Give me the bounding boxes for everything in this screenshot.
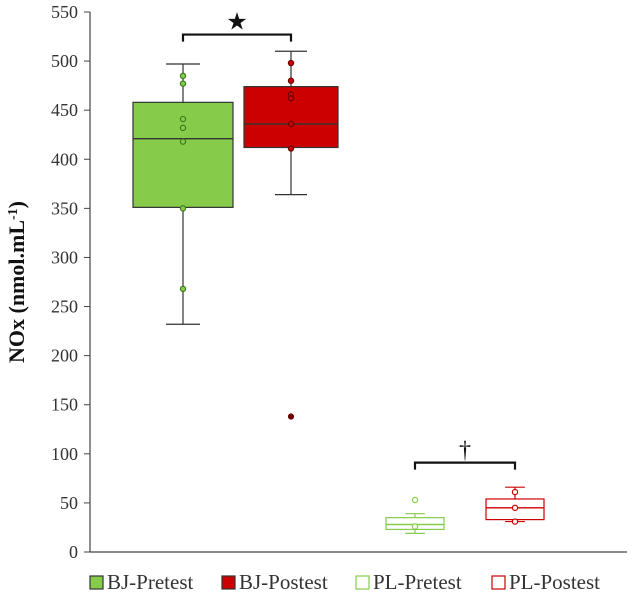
legend: BJ-Pretest BJ-Postest PL-Pretest PL-Postest — [89, 570, 600, 594]
bracket-line — [181, 33, 293, 42]
box-pl-pretest — [385, 496, 445, 534]
data-point — [511, 488, 519, 496]
significance-annotations: ★† — [181, 10, 517, 470]
data-point — [179, 115, 187, 123]
legend-item-bj-postest: BJ-Postest — [221, 570, 328, 594]
significance-symbol: † — [459, 438, 471, 464]
y-axis-label-superscript: -1 — [6, 208, 21, 220]
y-tick-label: 450 — [51, 100, 78, 120]
box-pl-postest — [485, 486, 545, 525]
data-point — [179, 285, 187, 293]
y-axis-label-close: ) — [4, 201, 29, 208]
data-point — [287, 120, 295, 128]
y-tick-label: 250 — [51, 297, 78, 317]
y-tick-label: 200 — [51, 346, 78, 366]
axes: 0 50 100 150 200 250 300 350 400 450 500 550 — [51, 2, 627, 562]
y-tick-label: 150 — [51, 395, 78, 415]
data-point — [179, 72, 187, 80]
data-point — [179, 124, 187, 132]
y-tick-label: 300 — [51, 247, 78, 267]
data-point — [287, 145, 295, 152]
legend-item-pl-postest: PL-Postest — [491, 570, 600, 594]
data-point — [411, 496, 419, 504]
bracket-line — [413, 461, 517, 470]
legend-item-pl-pretest: PL-Pretest — [355, 570, 462, 594]
legend-swatch — [355, 575, 370, 590]
data-point — [287, 95, 295, 102]
data-point — [179, 205, 187, 212]
legend-swatch — [221, 575, 236, 590]
significance-bracket: ★ — [181, 10, 293, 42]
legend-label: BJ-Pretest — [107, 570, 193, 594]
legend-label: PL-Pretest — [373, 570, 462, 594]
y-tick-label: 0 — [69, 542, 78, 562]
y-tick-label: 550 — [51, 2, 78, 22]
legend-swatch — [89, 575, 104, 590]
data-point — [179, 138, 187, 145]
y-tick-label: 50 — [60, 493, 78, 513]
boxes — [132, 50, 545, 534]
data-point — [511, 504, 519, 512]
data-point — [287, 59, 295, 67]
y-axis-label-main: NOx (nmol.mL — [4, 220, 29, 363]
y-ticks: 0 50 100 150 200 250 300 350 400 450 500 550 — [51, 2, 90, 562]
legend-item-bj-pretest: BJ-Pretest — [89, 570, 193, 594]
y-axis-label: NOx (nmol.mL-1) — [4, 201, 29, 363]
legend-label: PL-Postest — [509, 570, 600, 594]
box-bj-pretest — [132, 63, 234, 325]
data-point — [287, 77, 295, 84]
outlier-point — [287, 413, 295, 420]
data-point — [411, 523, 419, 530]
y-tick-label: 500 — [51, 51, 78, 71]
significance-bracket: † — [413, 438, 517, 470]
legend-swatch — [491, 575, 506, 590]
legend-label: BJ-Postest — [239, 570, 328, 594]
y-tick-label: 100 — [51, 444, 78, 464]
data-point — [511, 518, 519, 525]
y-tick-label: 350 — [51, 198, 78, 218]
y-tick-label: 400 — [51, 149, 78, 169]
significance-symbol: ★ — [226, 10, 248, 36]
data-point — [179, 80, 187, 87]
box-bj-postest — [243, 50, 339, 420]
